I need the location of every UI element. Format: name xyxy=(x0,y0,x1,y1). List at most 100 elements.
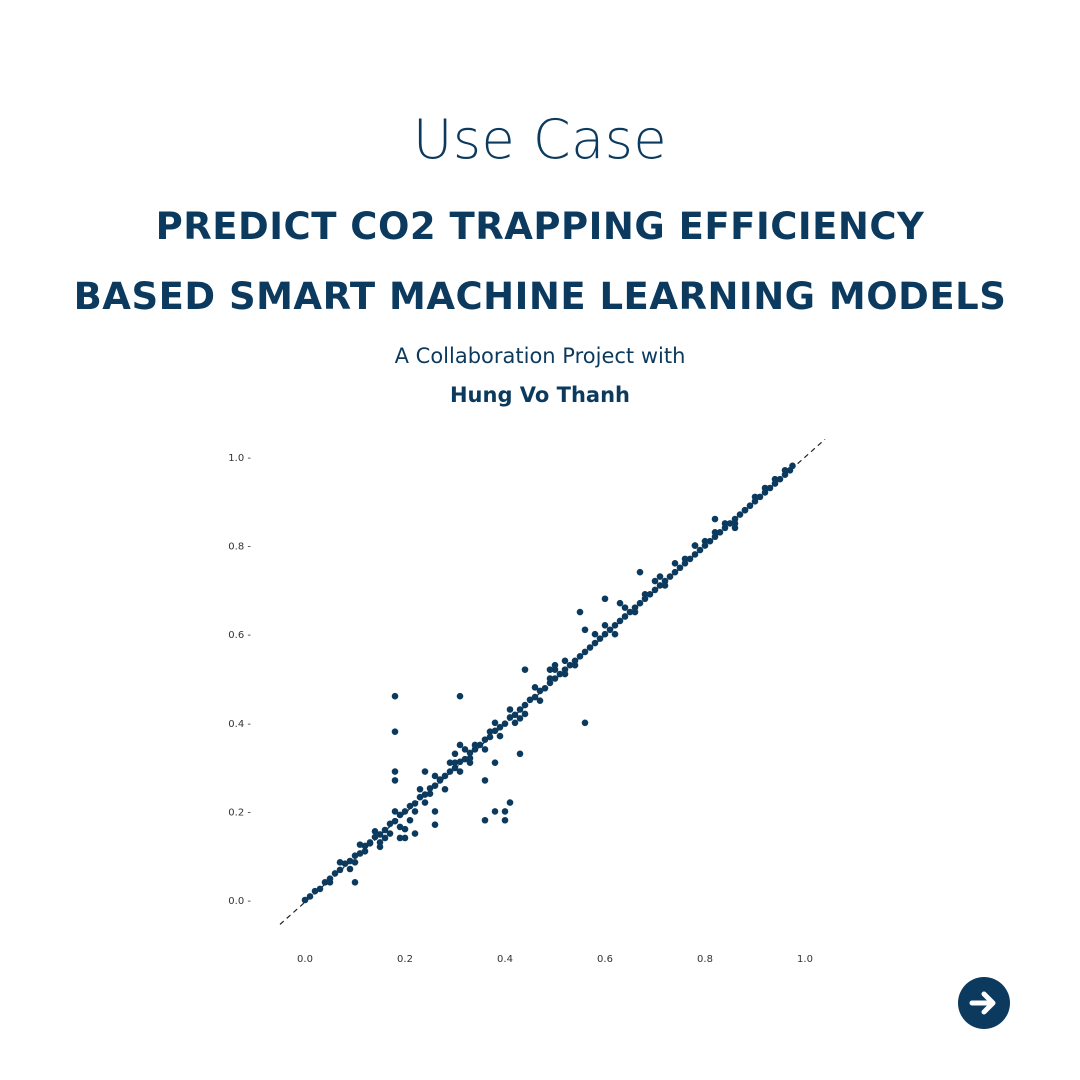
data-point xyxy=(761,484,769,492)
data-point xyxy=(481,736,489,743)
data-point xyxy=(386,830,394,837)
data-point xyxy=(789,462,796,470)
data-point xyxy=(671,568,679,576)
data-point xyxy=(391,692,399,700)
data-point xyxy=(316,885,324,893)
data-point xyxy=(451,750,459,758)
data-point xyxy=(496,723,504,731)
y-tick-label: 0.4 - xyxy=(228,719,251,730)
y-tick-label: 0.8 - xyxy=(228,542,251,553)
data-point xyxy=(466,754,474,762)
x-tick-label: 1.0 xyxy=(797,954,813,965)
data-point xyxy=(401,808,409,815)
data-point xyxy=(431,821,439,828)
data-point xyxy=(381,826,389,834)
data-point xyxy=(401,825,409,833)
data-point xyxy=(491,719,499,727)
data-point xyxy=(696,546,704,554)
data-point xyxy=(636,599,644,607)
data-point xyxy=(601,622,609,629)
data-point xyxy=(551,661,559,669)
data-point xyxy=(566,661,574,669)
data-point xyxy=(356,850,364,857)
data-point xyxy=(376,843,384,851)
data-point xyxy=(581,648,589,656)
data-point xyxy=(371,833,379,841)
data-point xyxy=(591,639,599,647)
data-point xyxy=(626,608,634,616)
data-point xyxy=(616,599,624,607)
data-point xyxy=(346,857,354,865)
data-point xyxy=(446,759,454,766)
data-point xyxy=(506,706,514,713)
data-point xyxy=(336,859,344,866)
data-point xyxy=(521,666,529,673)
data-point xyxy=(411,808,419,815)
collaboration-text: A Collaboration Project with xyxy=(394,344,686,368)
data-point xyxy=(581,626,589,634)
data-point xyxy=(376,831,384,838)
data-point xyxy=(766,484,774,492)
data-point xyxy=(601,595,609,603)
data-point xyxy=(641,591,649,598)
data-point xyxy=(726,520,734,527)
data-point xyxy=(516,715,524,722)
data-point xyxy=(501,720,509,727)
data-point xyxy=(756,493,764,501)
data-point xyxy=(361,847,369,855)
data-point xyxy=(701,537,709,545)
data-point xyxy=(731,524,739,532)
data-point xyxy=(631,608,639,616)
data-point xyxy=(456,692,464,700)
data-point xyxy=(326,878,334,886)
data-point xyxy=(436,777,444,784)
data-point xyxy=(666,573,674,580)
y-tick-label: 0.0 - xyxy=(228,896,251,907)
data-point xyxy=(771,475,779,483)
data-point xyxy=(406,816,414,824)
data-point xyxy=(491,727,499,735)
data-point xyxy=(536,697,544,704)
data-point xyxy=(576,608,584,616)
data-point xyxy=(456,768,464,775)
data-point xyxy=(711,529,719,536)
data-point xyxy=(391,728,399,735)
data-point xyxy=(571,661,579,669)
data-point xyxy=(506,714,514,721)
data-point xyxy=(371,828,379,835)
data-point xyxy=(431,782,439,790)
data-point xyxy=(606,626,614,634)
x-tick-label: 0.6 xyxy=(597,954,613,965)
data-point xyxy=(511,711,519,719)
data-point xyxy=(751,493,759,501)
next-button[interactable] xyxy=(958,977,1010,1029)
data-point xyxy=(466,749,474,757)
data-point xyxy=(331,870,339,877)
data-point xyxy=(451,759,459,766)
data-point xyxy=(416,785,424,793)
data-point xyxy=(521,701,529,709)
data-point xyxy=(471,741,479,749)
headline-line-2: BASED SMART MACHINE LEARNING MODELS xyxy=(73,275,1007,318)
data-point xyxy=(401,834,409,842)
data-point xyxy=(351,859,359,866)
data-point xyxy=(446,768,454,775)
data-point xyxy=(536,687,544,695)
data-point xyxy=(321,878,329,886)
data-point xyxy=(396,834,404,842)
data-point xyxy=(486,733,494,741)
data-point xyxy=(531,693,539,701)
arrow-right-icon xyxy=(969,991,996,1015)
data-point xyxy=(431,772,439,780)
data-point xyxy=(721,520,729,527)
data-point xyxy=(486,728,494,735)
data-point xyxy=(611,622,619,629)
data-point xyxy=(526,696,534,704)
data-point xyxy=(431,808,439,815)
data-point xyxy=(391,817,399,825)
data-point xyxy=(676,564,684,572)
data-point xyxy=(581,719,589,727)
data-point xyxy=(516,750,524,758)
x-tick-label: 0.2 xyxy=(397,954,413,965)
data-point xyxy=(561,657,569,665)
